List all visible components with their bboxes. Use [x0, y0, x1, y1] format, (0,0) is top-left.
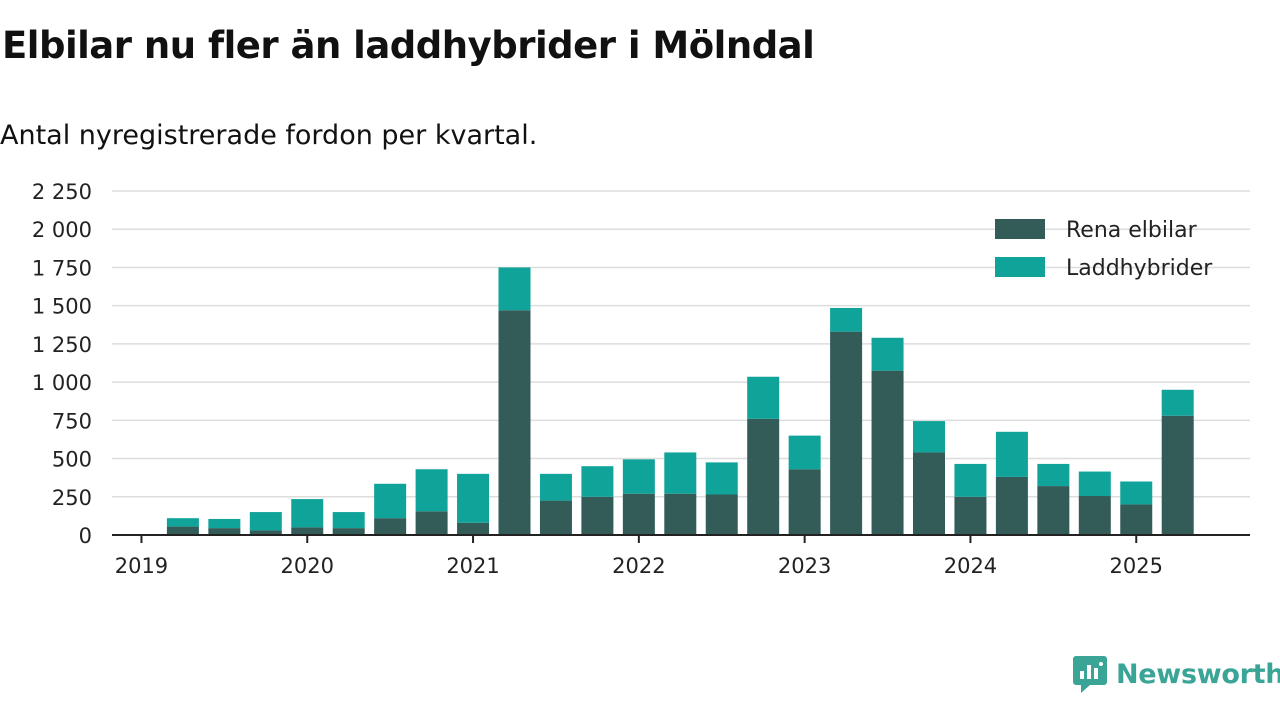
y-tick-label: 2 250	[32, 180, 92, 204]
legend: Rena elbilar Laddhybrider	[995, 218, 1213, 281]
x-tick-label: 2025	[1110, 554, 1163, 578]
legend-label: Rena elbilar	[1066, 218, 1198, 243]
stacked-bar-chart: 0 250 500 750 1 000 1 250 1 500 1 750 2 000 2 250…	[32, 180, 1250, 578]
bar-laddhybrider	[415, 469, 448, 512]
y-tick-label: 1 250	[32, 333, 92, 357]
grid-lines	[112, 190, 1250, 498]
bar-rena-elbilar	[415, 511, 448, 535]
y-tick-label: 1 750	[32, 256, 92, 280]
bar-rena-elbilar	[539, 500, 572, 535]
bar-laddhybrider	[954, 463, 987, 497]
bar-rena-elbilar	[622, 493, 655, 535]
y-axis-ticks: 0 250 500 750 1 000 1 250 1 500 1 750 2 000 2 250	[32, 180, 92, 548]
bar-rena-elbilar	[788, 469, 821, 535]
bar-laddhybrider	[332, 512, 365, 529]
bar-laddhybrider	[871, 337, 904, 371]
bar-rena-elbilar	[166, 526, 199, 535]
x-tick-label: 2023	[778, 554, 831, 578]
bar-laddhybrider	[995, 431, 1028, 477]
bar-laddhybrider	[498, 267, 531, 311]
bar-rena-elbilar	[498, 310, 531, 535]
y-tick-label: 0	[79, 524, 92, 548]
x-tick-label: 2022	[612, 554, 665, 578]
page-title: Elbilar nu fler än laddhybrider i Mölnda…	[2, 24, 815, 67]
bar-rena-elbilar	[871, 370, 904, 535]
bar-rena-elbilar	[581, 496, 614, 535]
bar-rena-elbilar	[830, 331, 863, 535]
bar-laddhybrider	[291, 499, 324, 528]
bar-laddhybrider	[539, 473, 572, 501]
y-tick-label: 250	[52, 486, 92, 510]
bar-rena-elbilar	[374, 518, 407, 535]
bar-laddhybrider	[208, 518, 241, 529]
bar-laddhybrider	[374, 483, 407, 519]
x-tick-label: 2019	[115, 554, 168, 578]
bar-rena-elbilar	[995, 476, 1028, 535]
y-tick-label: 1 500	[32, 295, 92, 319]
bar-laddhybrider	[1078, 471, 1111, 497]
bar-rena-elbilar	[1037, 486, 1070, 535]
bar-laddhybrider	[664, 452, 697, 494]
x-tick-label: 2024	[944, 554, 997, 578]
bar-laddhybrider	[705, 462, 738, 495]
x-tick-label: 2021	[446, 554, 499, 578]
bar-laddhybrider	[249, 512, 282, 531]
y-tick-label: 500	[52, 448, 92, 472]
legend-label: Laddhybrider	[1066, 256, 1213, 281]
newsworthy-logo-icon	[1073, 656, 1107, 693]
bar-rena-elbilar	[332, 528, 365, 535]
brand-name: Newsworthy	[1116, 658, 1280, 690]
bar-laddhybrider	[622, 459, 655, 494]
bar-rena-elbilar	[954, 496, 987, 535]
bar-rena-elbilar	[664, 493, 697, 535]
bar-laddhybrider	[830, 307, 863, 332]
bar-rena-elbilar	[457, 522, 490, 535]
page-subtitle: Antal nyregistrerade fordon per kvartal.	[0, 120, 538, 151]
bar-laddhybrider	[166, 518, 199, 527]
bar-rena-elbilar	[1120, 504, 1153, 535]
bar-laddhybrider	[457, 473, 490, 523]
y-tick-label: 2 000	[32, 218, 92, 242]
x-axis: 2019 2020 2021 2022 2023 2024 2025	[112, 534, 1250, 578]
y-tick-label: 750	[52, 409, 92, 433]
bar-rena-elbilar	[291, 527, 324, 535]
bar-laddhybrider	[581, 466, 614, 497]
bar-rena-elbilar	[249, 530, 282, 535]
x-tick-label: 2020	[281, 554, 334, 578]
bars	[166, 267, 1194, 535]
bar-rena-elbilar	[208, 528, 241, 535]
bar-laddhybrider	[913, 421, 945, 453]
legend-swatch	[995, 257, 1045, 277]
legend-swatch	[995, 219, 1045, 239]
bar-laddhybrider	[1037, 463, 1070, 487]
bar-rena-elbilar	[705, 494, 738, 535]
bar-laddhybrider	[1161, 389, 1194, 416]
bar-rena-elbilar	[1161, 415, 1194, 535]
bar-rena-elbilar	[1078, 496, 1111, 535]
bar-laddhybrider	[1120, 481, 1153, 505]
brand-logo: Newsworthy	[1072, 654, 1280, 694]
bar-rena-elbilar	[747, 418, 780, 535]
bar-rena-elbilar	[913, 452, 945, 535]
y-tick-label: 1 000	[32, 371, 92, 395]
bar-laddhybrider	[747, 376, 780, 419]
bar-laddhybrider	[788, 435, 821, 470]
